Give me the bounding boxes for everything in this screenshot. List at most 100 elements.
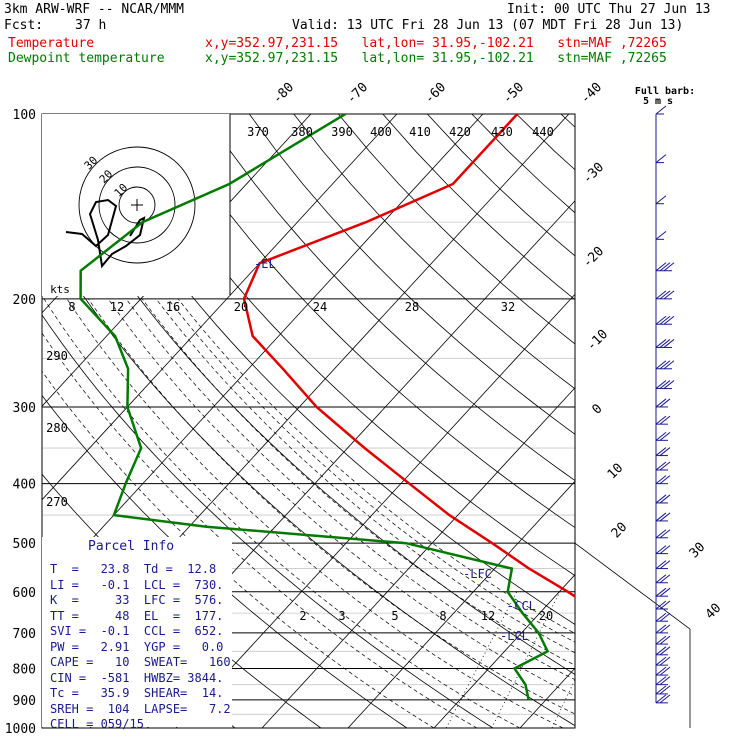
hodograph-speed-label: 28 — [405, 300, 419, 314]
mixing-ratio-line — [551, 678, 575, 728]
isotherm-label: -20 — [580, 244, 607, 271]
wind-barb — [655, 262, 675, 272]
wind-barb — [655, 360, 675, 370]
mixing-ratio-label: 8 — [439, 609, 446, 623]
isotherm-label: 20 — [609, 520, 631, 542]
parcel-info-title: Parcel Info — [88, 539, 175, 554]
parcel-info-row: CELL = 059/15 — [50, 717, 144, 731]
wind-barb — [655, 529, 671, 539]
isotherm-label: -10 — [584, 327, 611, 354]
dry-adiabat — [42, 314, 494, 728]
dewpoint-legend: Dewpoint temperature — [8, 51, 165, 66]
parcel-info-row: K = 33 LFC = 576. — [50, 593, 224, 607]
dewpoint-profile — [79, 114, 550, 701]
wind-barb — [655, 290, 675, 300]
mixing-ratio-line — [733, 592, 740, 728]
dry-adiabat — [605, 114, 740, 728]
wind-barb — [655, 624, 671, 634]
wind-barb — [655, 461, 671, 471]
wind-barb — [655, 656, 671, 666]
theta-label: 410 — [409, 125, 431, 139]
mixing-ratio-line — [445, 591, 518, 728]
theta-label: 390 — [331, 125, 353, 139]
hodograph-ring — [78, 146, 196, 264]
pressure-tick-label: 900 — [13, 694, 36, 709]
wind-barb — [655, 105, 667, 115]
wind-barb — [655, 635, 671, 645]
dry-adiabat — [70, 114, 575, 625]
hodograph-speed-label: 24 — [313, 300, 327, 314]
wind-barb — [655, 339, 675, 348]
temperature-profile — [242, 114, 575, 599]
mixing-ratio-label: 20 — [539, 609, 553, 623]
pressure-tick-label: 800 — [13, 662, 36, 677]
theta-label: 400 — [370, 125, 392, 139]
wind-barb — [655, 195, 667, 205]
isotherm-label: 10 — [605, 461, 627, 483]
dry-adiabat — [694, 114, 740, 728]
isotherm-line — [433, 574, 575, 728]
wind-barb — [655, 600, 671, 610]
valid-time: Valid: 13 UTC Fri 28 Jun 13 (07 MDT Fri … — [292, 18, 684, 33]
forecast-label: Fcst: — [4, 18, 44, 33]
wind-barb — [655, 574, 671, 584]
theta-label: 370 — [247, 125, 269, 139]
dry-adiabat — [427, 114, 575, 257]
theta-label: 290 — [46, 349, 68, 363]
mixing-ratio-label: 5 — [391, 609, 398, 623]
dry-adiabat — [293, 114, 575, 390]
lcl-marker: -LCL — [500, 629, 529, 643]
parcel-info-row: CIN = -581 HWBZ= 3844. — [50, 670, 224, 685]
wind-barb — [655, 475, 671, 485]
isotherm-line — [42, 114, 398, 501]
parcel-info-row: LI = -0.1 LCL = 730. — [50, 577, 224, 592]
init-time: Init: 00 UTC Thu 27 Jun 13 — [507, 2, 711, 17]
wind-barb — [655, 447, 671, 457]
dry-adiabat — [159, 114, 575, 529]
dry-adiabat — [382, 114, 575, 301]
wind-barb — [655, 154, 667, 164]
wind-barb — [655, 380, 675, 390]
wind-barb — [655, 685, 671, 695]
wind-barb — [655, 612, 671, 622]
hodograph-speed-label: 12 — [110, 300, 124, 314]
wind-barb — [655, 646, 671, 656]
hodograph-ring — [98, 166, 176, 244]
wind-barb — [655, 676, 671, 686]
plot-frame — [41, 113, 576, 729]
wind-barb — [655, 398, 671, 408]
wind-barb — [655, 415, 671, 425]
isotherm-line — [606, 114, 740, 728]
wind-barb — [655, 666, 671, 676]
forecast-hour: 37 h — [75, 18, 107, 33]
parcel-info-row: SVI = -0.1 CCL = 652. — [50, 624, 224, 638]
isotherm-line — [261, 387, 575, 728]
isotherm-line — [692, 114, 740, 728]
dry-adiabat — [42, 231, 575, 727]
el-marker: -EL — [254, 257, 276, 271]
wind-barb — [655, 230, 667, 240]
temperature-station-info: x,y=352.97,231.15 lat,lon= 31.95,-102.21… — [205, 36, 667, 51]
hodograph-speed-label: 20 — [234, 300, 248, 314]
theta-label: 440 — [532, 125, 554, 139]
dry-adiabat — [516, 114, 575, 171]
parcel-info-row: Tc = 35.9 SHEAR= 14. — [50, 686, 224, 700]
temperature-legend: Temperature — [8, 36, 95, 51]
isotherm-label: -60 — [422, 80, 449, 107]
hodograph-speed-label: 16 — [166, 300, 180, 314]
isotherm-label: -50 — [500, 80, 527, 107]
parcel-info-row: T = 23.8 Td = 12.8 — [50, 562, 217, 576]
mixing-ratio-label: 2 — [299, 609, 306, 623]
dry-adiabat — [248, 114, 575, 435]
pressure-tick-label: 700 — [13, 627, 36, 642]
dry-adiabat — [204, 114, 575, 482]
parcel-info-row: CAPE = 10 SWEAT= 160 — [50, 655, 231, 669]
wind-barb — [655, 587, 671, 597]
isotherm-label: -80 — [270, 80, 297, 107]
hodograph-units-label: kts — [50, 283, 70, 296]
theta-label: 430 — [491, 125, 513, 139]
isotherm-label: 0 — [589, 401, 605, 417]
frame-extension — [574, 542, 691, 728]
theta-label: 280 — [46, 421, 68, 435]
